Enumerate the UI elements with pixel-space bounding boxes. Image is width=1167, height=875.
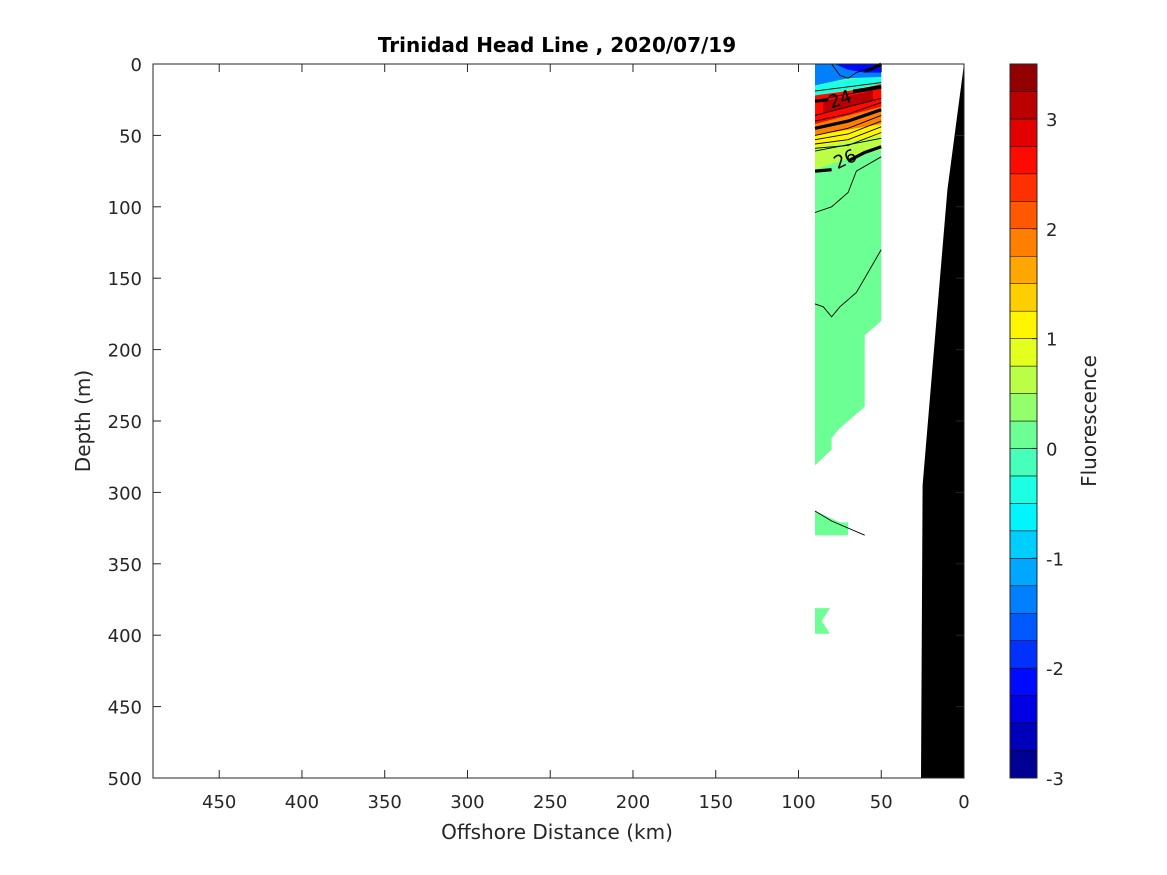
- colorbar-tick-label-2: -1: [1046, 549, 1064, 570]
- x-tick-label-8: 50: [870, 792, 893, 813]
- y-tick-label-6: 300: [108, 483, 142, 504]
- colorbar-swatch-20: [1009, 201, 1038, 230]
- x-tick-label-0: 450: [202, 792, 236, 813]
- colorbar-swatch-14: [1009, 365, 1038, 394]
- colorbar-swatch-11: [1009, 448, 1038, 477]
- contour-bold-4: [847, 145, 882, 163]
- colorbar-tick-label-6: 3: [1046, 110, 1057, 131]
- colorbar-tick-label-4: 1: [1046, 330, 1057, 351]
- x-tick-label-6: 150: [699, 792, 733, 813]
- colorbar-label: Fluorescence: [1077, 355, 1101, 487]
- contour-bold-2: [814, 108, 882, 130]
- colorbar-swatch-22: [1009, 146, 1038, 175]
- contour-line-4: [814, 114, 882, 136]
- colorbar-swatch-25: [1009, 63, 1038, 92]
- contour-line-12: [831, 63, 865, 79]
- y-tick-label-7: 350: [108, 555, 142, 576]
- contour-bold-3: [814, 168, 832, 173]
- y-tick-label-10: 500: [108, 769, 142, 790]
- contour-line-7: [814, 132, 882, 149]
- colorbar-tick-label-1: -2: [1046, 659, 1064, 680]
- colorbar-swatch-0: [1009, 750, 1038, 779]
- colorbar-swatch-5: [1009, 612, 1038, 641]
- field-patch-390m: [815, 608, 830, 634]
- colorbar-swatch-16: [1009, 310, 1038, 339]
- contour-line-5: [814, 120, 882, 141]
- y-axis: 0 50 100 150 200 250 300 350 400 450 500: [108, 55, 964, 790]
- y-tick-label-9: 450: [108, 698, 142, 719]
- colorbar-tick-label-3: 0: [1046, 439, 1057, 460]
- field-patch-320m: [815, 511, 849, 536]
- x-tick-label-5: 200: [616, 792, 650, 813]
- colorbar-swatch-7: [1009, 558, 1038, 587]
- contour-bold-1: [852, 85, 882, 93]
- colorbar-swatch-19: [1009, 228, 1038, 257]
- colorbar-swatch-6: [1009, 585, 1038, 614]
- contour-line-6: [814, 126, 882, 145]
- colorbar-swatch-21: [1009, 173, 1038, 202]
- colorbar-swatch-17: [1009, 283, 1038, 312]
- contour-line-3: [814, 102, 882, 122]
- colorbar-swatch-2: [1009, 695, 1038, 724]
- bathymetry: [921, 64, 964, 778]
- chart-title: Trinidad Head Line , 2020/07/19: [378, 33, 736, 57]
- x-tick-label-2: 350: [368, 792, 402, 813]
- field-band-4: [823, 89, 873, 113]
- x-axis: 450 400 350 300 250 200 150 100 50 0: [202, 64, 970, 813]
- colorbar-tick-label-0: -3: [1046, 769, 1064, 790]
- contour-line-10: [814, 249, 882, 318]
- field-body: [815, 64, 882, 466]
- colorbar-swatch-13: [1009, 393, 1038, 422]
- colorbar-swatch-3: [1009, 667, 1038, 696]
- x-tick-label-4: 250: [533, 792, 567, 813]
- y-tick-label-4: 200: [108, 341, 142, 362]
- colorbar-swatch-10: [1009, 475, 1038, 504]
- contour-line-2: [814, 97, 882, 116]
- contour-bold-0: [814, 98, 829, 103]
- colorbar-swatch-23: [1009, 118, 1038, 147]
- colorbar-tick-label-5: 2: [1046, 220, 1057, 241]
- colorbar-swatch-24: [1009, 91, 1038, 120]
- x-tick-label-9: 0: [958, 792, 969, 813]
- colorbar-swatch-18: [1009, 255, 1038, 284]
- colorbar-swatch-12: [1009, 420, 1038, 449]
- contour-bold-5: [864, 62, 882, 73]
- contour-line-8: [814, 137, 882, 152]
- y-tick-label-0: 0: [131, 55, 142, 76]
- contour-line-0: [814, 82, 882, 92]
- y-tick-label-3: 150: [108, 269, 142, 290]
- colorbar-swatch-1: [1009, 722, 1038, 751]
- colorbar-swatch-4: [1009, 640, 1038, 669]
- x-tick-label-7: 100: [781, 792, 815, 813]
- field-band-5: [815, 75, 882, 96]
- colorbar-swatch-8: [1009, 530, 1038, 559]
- y-tick-label-5: 250: [108, 412, 142, 433]
- colorbar-swatch-15: [1009, 338, 1038, 367]
- x-tick-label-1: 400: [285, 792, 319, 813]
- x-tick-label-3: 300: [450, 792, 484, 813]
- colorbar: -3 -2 -1 0 1 2 3: [1009, 63, 1064, 790]
- y-tick-label-2: 100: [108, 198, 142, 219]
- colorbar-swatch-9: [1009, 503, 1038, 532]
- contour-line-11: [814, 510, 865, 536]
- contour-line-9: [814, 156, 882, 213]
- x-axis-label: Offshore Distance (km): [441, 820, 673, 844]
- colorbar-frame: [1009, 63, 1038, 779]
- y-tick-label-1: 50: [119, 126, 142, 147]
- y-axis-label: Depth (m): [71, 370, 95, 472]
- y-tick-label-8: 400: [108, 626, 142, 647]
